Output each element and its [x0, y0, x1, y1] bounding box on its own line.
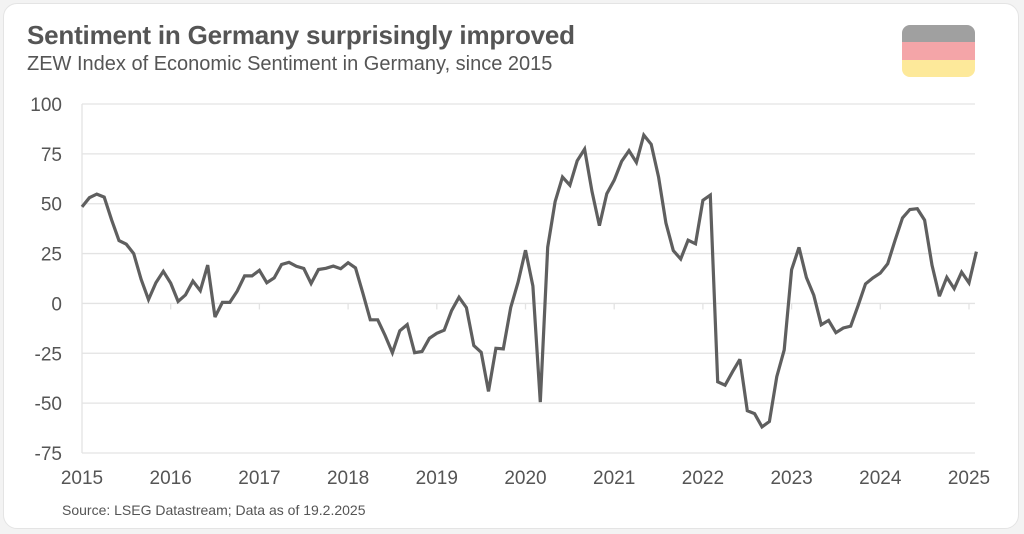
- y-tick-label: -25: [35, 344, 62, 365]
- series-line-zew: [80, 131, 978, 430]
- x-tick-label: 2015: [61, 468, 103, 489]
- flag-stripe-middle: [902, 42, 975, 60]
- flag-stripe-bottom: [902, 59, 975, 77]
- chart-subtitle: ZEW Index of Economic Sentiment in Germa…: [27, 53, 553, 75]
- y-tick-label: 100: [30, 95, 62, 116]
- chart-title: Sentiment in Germany surprisingly improv…: [27, 20, 575, 50]
- source-note: Source: LSEG Datastream; Data as of 19.2…: [62, 502, 366, 518]
- germany-flag-icon: [902, 25, 975, 77]
- x-tick-label: 2025: [948, 468, 990, 489]
- flag-stripe-top: [902, 25, 975, 43]
- y-axis: 100 75 50 25 0 -25 -50 -75: [30, 95, 62, 465]
- x-tick-label: 2018: [327, 468, 369, 489]
- y-tick-label: 50: [41, 195, 62, 216]
- series-group: [80, 131, 978, 430]
- y-tick-label: 0: [51, 294, 62, 315]
- grid-lines: [81, 103, 975, 454]
- x-tick-label: 2020: [504, 468, 546, 489]
- y-tick-label: 25: [41, 245, 62, 266]
- x-axis: 2015 2016 2017 2018 2019 2020 2021 2022 2023 2024…: [61, 468, 990, 489]
- x-tick-label: 2021: [593, 468, 635, 489]
- x-tick-label: 2023: [770, 468, 812, 489]
- x-tick-label: 2016: [150, 468, 192, 489]
- y-tick-label: -75: [35, 444, 62, 465]
- x-tick-label: 2022: [682, 468, 724, 489]
- chart-card: [3, 3, 1019, 529]
- x-tick-label: 2019: [416, 468, 458, 489]
- x-tick-label: 2024: [859, 468, 902, 489]
- x-tick-label: 2017: [238, 468, 280, 489]
- y-tick-label: 75: [41, 145, 62, 166]
- y-tick-label: -50: [35, 394, 62, 415]
